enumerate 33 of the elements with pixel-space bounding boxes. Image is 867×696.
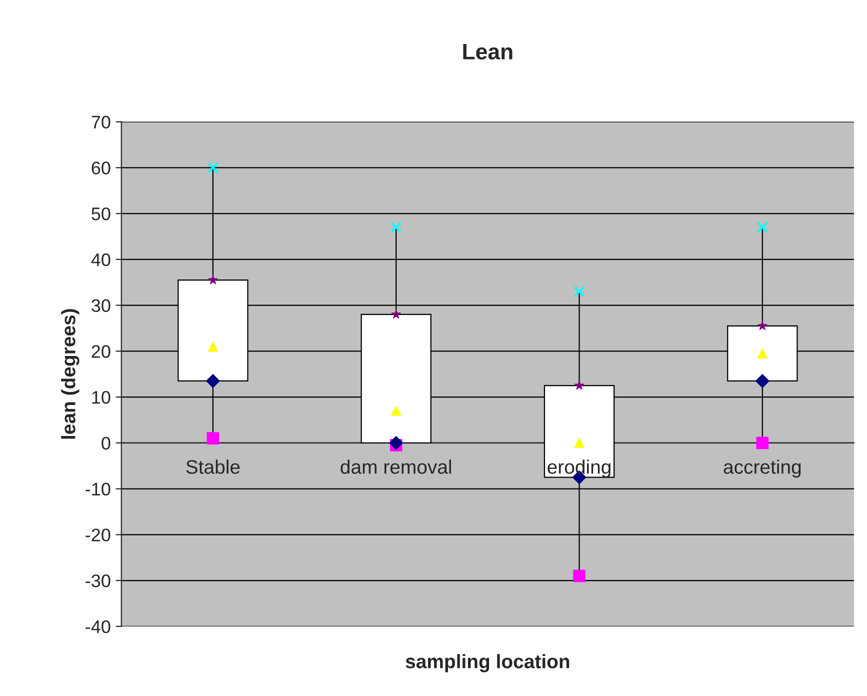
x-tick-label: eroding <box>548 460 610 478</box>
point <box>206 432 220 444</box>
point <box>574 380 584 390</box>
x-tick-label: Stable <box>186 460 240 474</box>
y-tick-label: -30 <box>86 574 110 588</box>
point <box>573 570 586 582</box>
y-tick-label: 40 <box>91 253 110 266</box>
x-tick-label: accreting <box>724 460 801 478</box>
point <box>574 286 585 298</box>
y-tick-label: 70 <box>92 116 110 129</box>
x-tick-label: dam removal <box>340 460 452 474</box>
chart-title: Lean <box>463 44 512 60</box>
y-tick-label: -20 <box>86 528 110 542</box>
point <box>389 436 404 450</box>
point <box>756 222 768 234</box>
point <box>758 320 768 330</box>
x-axis-title: sampling location <box>406 654 570 672</box>
point <box>206 374 220 388</box>
point <box>391 309 401 319</box>
y-tick-label: -40 <box>86 620 110 634</box>
y-tick-label: 60 <box>92 162 110 174</box>
point <box>390 222 402 234</box>
y-tick-label: 10 <box>92 390 110 404</box>
point <box>755 374 770 388</box>
y-axis-title: lean (degrees) <box>61 309 80 439</box>
point <box>208 275 218 284</box>
point <box>207 162 219 174</box>
y-tick-label: 20 <box>92 345 110 358</box>
y-tick-label: -10 <box>86 482 110 496</box>
y-tick-label: 30 <box>92 299 110 312</box>
y-tick-label: 50 <box>92 207 110 220</box>
y-tick-label: 0 <box>102 436 110 450</box>
point <box>756 436 769 450</box>
